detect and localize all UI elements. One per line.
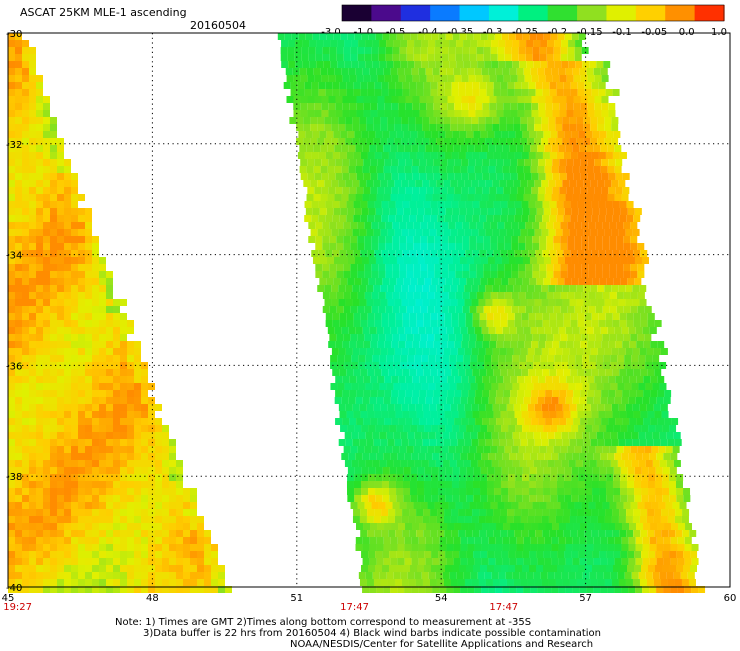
latitude-tick-label: -40 [6, 583, 22, 594]
longitude-tick-label: 51 [290, 593, 303, 604]
latitude-tick-label: -32 [6, 140, 22, 151]
pass-time-label: 17:47 [489, 602, 518, 613]
longitude-tick-label: 48 [146, 593, 159, 604]
latitude-tick-label: -38 [6, 472, 22, 483]
latitude-tick-label: -30 [6, 29, 22, 40]
longitude-tick-label: 60 [724, 593, 737, 604]
pass-time-label: 19:27 [3, 602, 32, 613]
latitude-tick-label: -36 [6, 361, 22, 372]
pass-time-label: 17:47 [340, 602, 369, 613]
note-line-3: NOAA/NESDIS/Center for Satellite Applica… [290, 639, 593, 651]
longitude-tick-label: 54 [435, 593, 448, 604]
swath-data [8, 33, 705, 593]
longitude-tick-label: 57 [579, 593, 592, 604]
latitude-tick-label: -34 [6, 251, 22, 262]
